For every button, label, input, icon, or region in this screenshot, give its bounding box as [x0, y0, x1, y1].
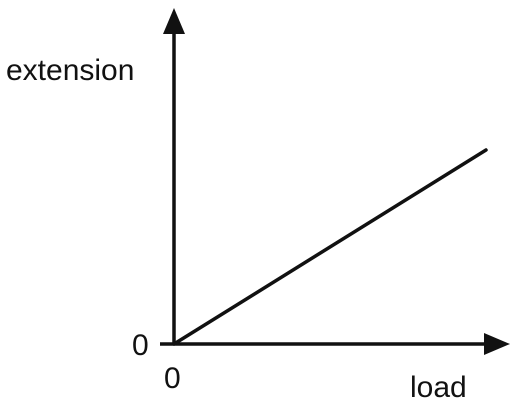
y-axis-arrowhead	[163, 8, 185, 34]
y-axis-label: extension	[6, 54, 134, 87]
x-axis-label: load	[410, 371, 467, 404]
series-line-0	[172, 148, 488, 346]
x-origin-label: 0	[164, 362, 181, 395]
x-axis-arrowhead	[484, 333, 510, 355]
y-origin-label: 0	[132, 329, 149, 362]
